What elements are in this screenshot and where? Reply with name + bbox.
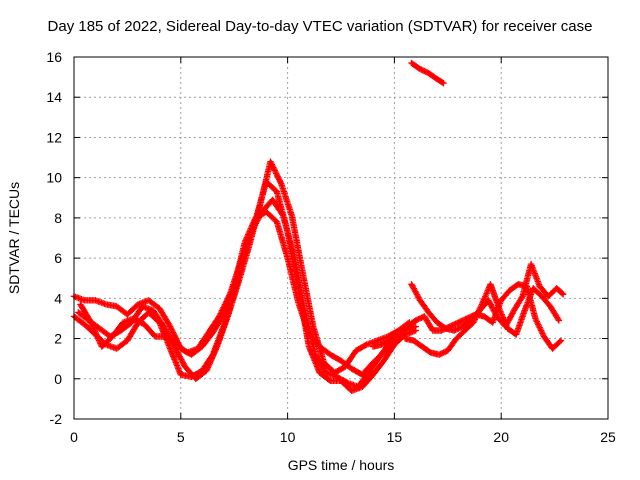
series-marker-trail [70, 178, 419, 394]
series-track-4 [75, 158, 413, 382]
x-tick-label: 15 [387, 429, 403, 445]
series-marker-trail [369, 281, 565, 352]
y-tick-label: 12 [46, 129, 62, 145]
x-tick-label: 20 [493, 429, 509, 445]
x-tick-label: 0 [70, 429, 78, 445]
series-track-2 [70, 178, 419, 394]
data-points [70, 59, 567, 394]
y-tick-label: 8 [54, 210, 62, 226]
series-marker-trail [408, 59, 447, 87]
y-tick-label: -2 [50, 411, 63, 427]
x-axis-label: GPS time / hours [287, 457, 395, 473]
series-track-8 [408, 59, 447, 87]
grid-lines [74, 57, 608, 419]
y-tick-label: 0 [54, 371, 62, 387]
series-track-7 [369, 281, 565, 352]
chart-title: Day 185 of 2022, Sidereal Day-to-day VTE… [47, 18, 593, 35]
x-tick-label: 5 [177, 429, 185, 445]
x-tick-label: 25 [600, 429, 616, 445]
x-tick-label: 10 [280, 429, 296, 445]
series-marker-trail [77, 196, 415, 390]
y-tick-label: 10 [46, 170, 62, 186]
series-track-1 [70, 208, 419, 378]
series-marker-trail [70, 208, 419, 378]
y-tick-label: 6 [54, 250, 62, 266]
series-track-3 [77, 196, 415, 390]
y-tick-label: 4 [54, 290, 62, 306]
axis-ticks: 0 5 10 15 20 25 -2 0 2 4 6 8 10 12 14 16 [46, 49, 616, 445]
y-tick-label: 16 [46, 49, 62, 65]
y-axis-label: SDTVAR / TECUs [6, 181, 22, 295]
plot-frame [73, 56, 609, 420]
series-marker-trail [75, 158, 413, 382]
y-tick-label: 2 [54, 331, 62, 347]
y-tick-label: 14 [46, 89, 62, 105]
